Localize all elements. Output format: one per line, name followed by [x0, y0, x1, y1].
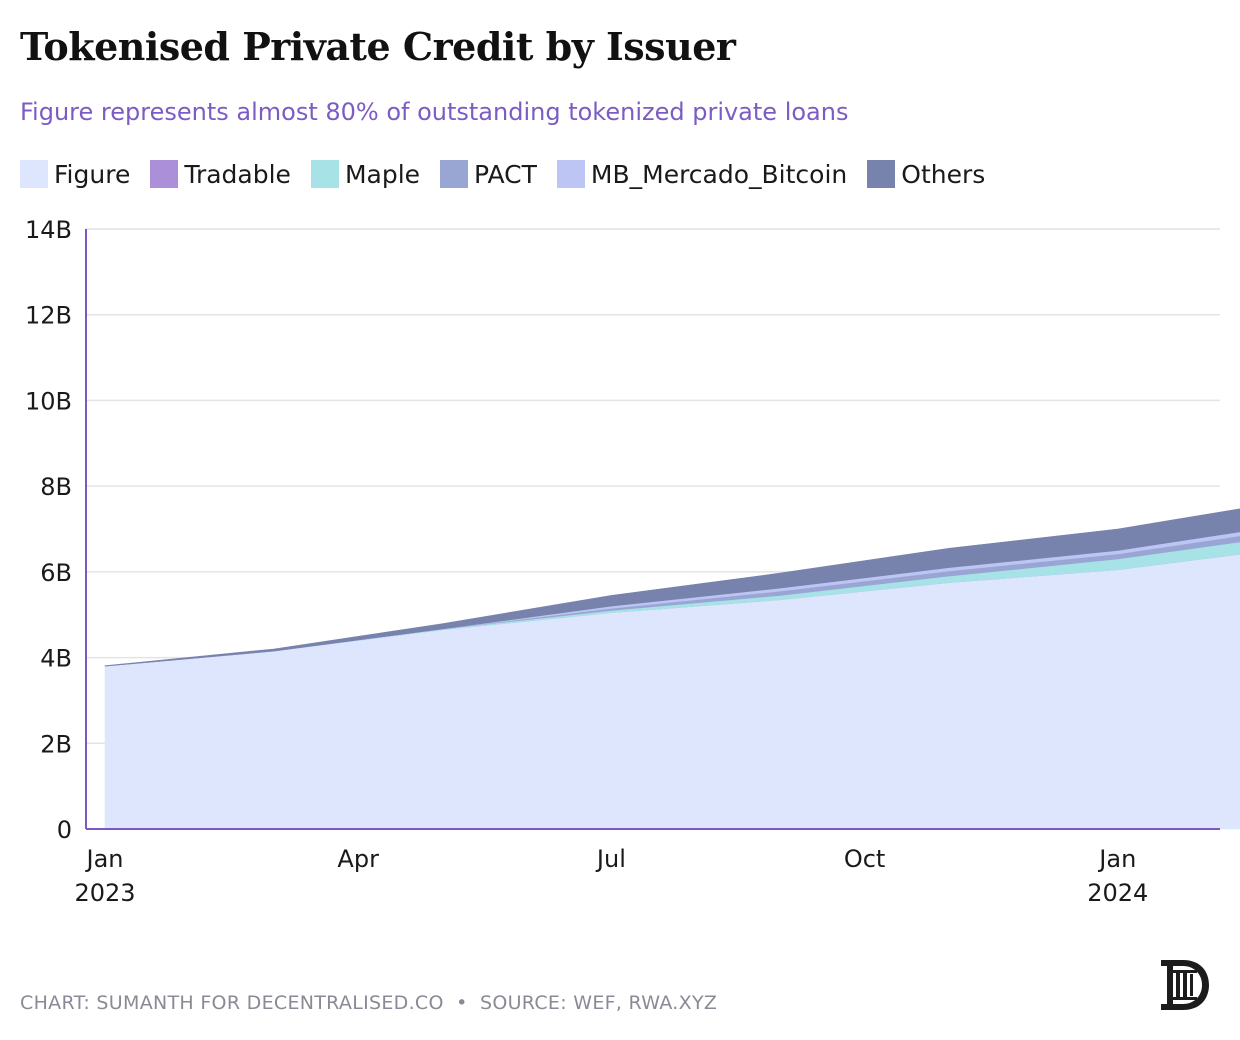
- legend-label: Tradable: [184, 159, 291, 189]
- legend-item: Maple: [310, 159, 421, 189]
- legend-swatch: [150, 160, 179, 188]
- legend-item: MB_Mercado_Bitcoin: [556, 159, 848, 189]
- x-tick-labels: Jan2023AprJulOctJan2024AprJulOctJan2025: [74, 845, 1148, 907]
- stacked-area-chart: 0 2B 4B 6B 8B 10B 12B 14B Jan 2023 Apr Jul Oct Jan 20…: [25, 216, 1240, 907]
- legend-label: Maple: [344, 159, 421, 189]
- legend-item: Figure: [20, 160, 130, 189]
- legend-swatch: [440, 160, 469, 188]
- y-tick-label: 4B: [40, 645, 72, 673]
- legend-item: PACT: [440, 160, 537, 189]
- footer-source: SOURCE: WEF, RWA.XYZ: [479, 992, 718, 1014]
- legend-swatch: [867, 160, 896, 188]
- y-tick-label: 6B: [40, 559, 72, 587]
- decentralised-co-logo-icon: [1157, 956, 1211, 1014]
- y-tick-label: 0: [57, 816, 72, 844]
- y-tick-label: 10B: [25, 387, 72, 415]
- y-tick-label: 14B: [25, 216, 72, 244]
- y-tick-label: 12B: [25, 302, 72, 330]
- y-tick-labels: 0 2B 4B 6B 8B 10B 12B 14B: [25, 216, 72, 844]
- chart-legend: Figure Tradable Maple PACT MB_Mercado_Bitcoi…: [20, 156, 1005, 192]
- footer-separator: •: [456, 992, 468, 1014]
- legend-label: PACT: [474, 159, 537, 189]
- legend-item: Others: [867, 160, 985, 189]
- x-tick-label: Jan: [1097, 845, 1136, 873]
- x-tick-label: Oct: [844, 845, 886, 873]
- y-tick-label: 8B: [40, 473, 72, 501]
- x-tick-year-label: 2023: [74, 879, 135, 907]
- y-tick-label: 2B: [40, 730, 72, 758]
- legend-label: Figure: [54, 159, 131, 189]
- chart-title: Tokenised Private Credit by Issuer: [20, 24, 736, 69]
- chart-subtitle: Figure represents almost 80% of outstand…: [20, 98, 849, 126]
- axes: [85, 229, 1220, 830]
- x-tick-label: Apr: [337, 845, 379, 873]
- area-series: [104, 508, 1240, 830]
- x-tick-year-label: 2024: [1087, 879, 1148, 907]
- footer-credit: CHART: SUMANTH FOR DECENTRALISED.CO: [20, 992, 444, 1014]
- x-tick-label: Jul: [595, 845, 626, 873]
- x-tick-label: Jan: [85, 845, 124, 873]
- chart-footer: CHART: SUMANTH FOR DECENTRALISED.CO • SO…: [20, 992, 717, 1014]
- area-others: [104, 508, 1240, 667]
- legend-swatch: [310, 160, 339, 188]
- legend-label: MB_Mercado_Bitcoin: [590, 159, 848, 189]
- legend-swatch: [20, 160, 48, 188]
- legend-label: Others: [901, 159, 986, 189]
- legend-item: Tradable: [150, 160, 291, 189]
- legend-swatch: [556, 160, 585, 188]
